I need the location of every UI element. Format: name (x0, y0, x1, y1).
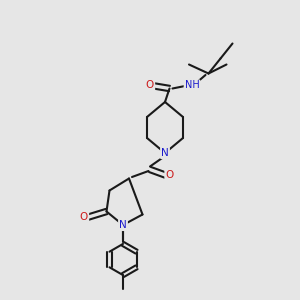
Text: NH: NH (184, 80, 200, 91)
Text: O: O (80, 212, 88, 223)
Text: O: O (146, 80, 154, 91)
Text: N: N (119, 220, 127, 230)
Text: N: N (161, 148, 169, 158)
Text: O: O (165, 170, 174, 181)
